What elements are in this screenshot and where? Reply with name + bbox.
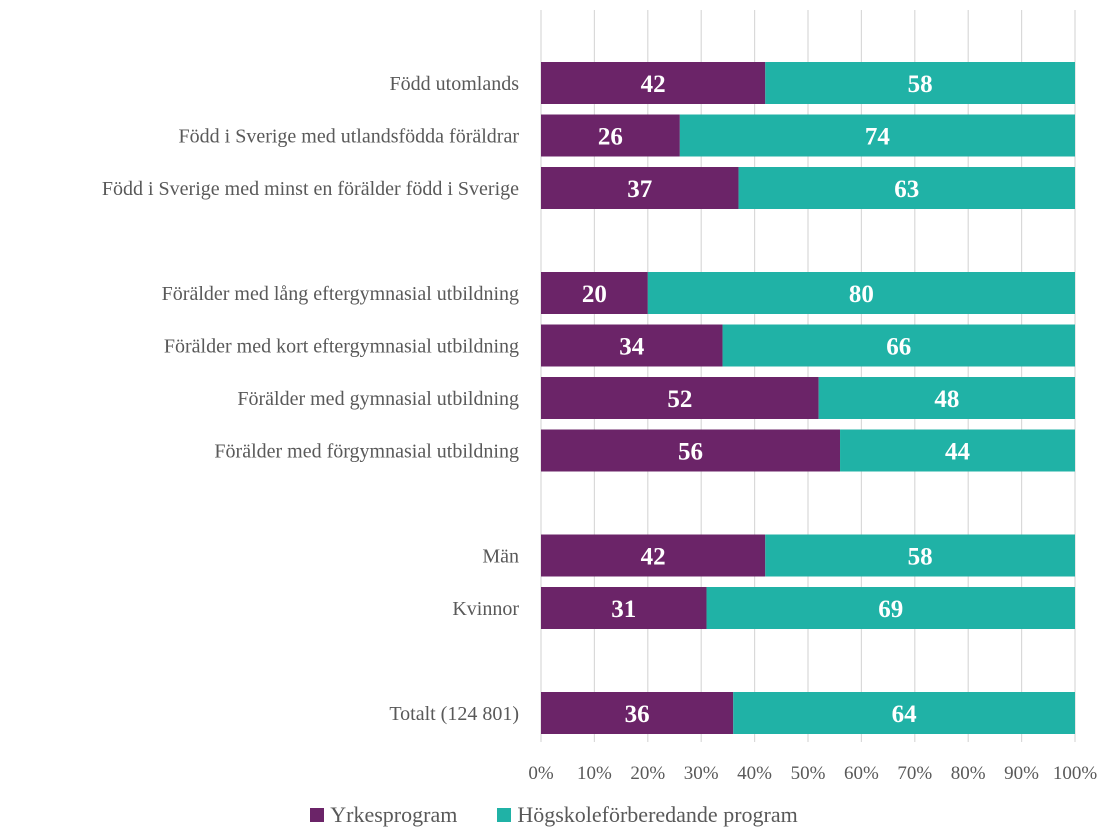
data-label: 56 [678,439,703,466]
legend-swatch-hogskoleforberedande [497,808,512,822]
category-label: Född i Sverige med minst en förälder föd… [102,178,519,200]
bar-yrkesprogram [541,114,680,157]
data-label: 66 [886,334,911,361]
data-label: 58 [908,544,933,571]
x-tick-label: 10% [577,763,612,784]
data-label: 58 [908,71,933,98]
data-label: 31 [611,596,636,623]
x-tick-label: 90% [1004,763,1039,784]
category-label: Kvinnor [452,598,519,620]
data-label: 48 [934,386,959,413]
bar-hogskoleforberedande [706,587,1075,629]
bar-yrkesprogram [541,62,766,104]
bar-hogskoleforberedande [840,429,1075,472]
bar-yrkesprogram [541,692,734,734]
bar-yrkesprogram [541,587,707,629]
legend-label-hogskoleforberedande: Högskoleförberedande program [517,802,798,827]
x-tick-label: 20% [630,763,665,784]
stacked-bar-chart: 0% 10% 20% 30% 40% 50% 60% 70% 80% 90% 100% Född ut… [102,10,1098,784]
x-tick-label: 70% [897,763,932,784]
bar-hogskoleforberedande [679,114,1075,157]
data-label: 36 [625,701,650,728]
bar-yrkesprogram [541,429,841,472]
data-label: 37 [627,176,652,203]
category-label: Män [482,546,519,568]
data-label: 52 [667,386,692,413]
data-label: 63 [894,176,919,203]
data-label: 42 [641,71,666,98]
data-label: 44 [945,439,971,466]
data-label: 80 [849,281,874,308]
x-tick-label: 0% [528,763,554,784]
bar-yrkesprogram [541,324,723,367]
x-tick-label: 40% [737,763,772,784]
category-label: Född i Sverige med utlandsfödda föräldra… [179,126,520,148]
legend-label-yrkesprogram: Yrkesprogram [330,802,458,827]
data-label: 42 [641,544,666,571]
category-label: Förälder med förgymnasial utbildning [214,441,519,463]
data-label: 20 [582,281,607,308]
bar-yrkesprogram [541,167,739,209]
category-label: Förälder med lång eftergymnasial utbildn… [162,283,519,305]
bar-hogskoleforberedande [818,377,1075,419]
legend-item-hogskoleforberedande: Högskoleförberedande program [497,802,798,828]
data-label: 74 [865,124,891,151]
category-label: Förälder med kort eftergymnasial utbildn… [164,336,519,358]
bar-hogskoleforberedande [722,324,1075,367]
legend-swatch-yrkesprogram [310,808,325,822]
x-tick-label: 80% [951,763,986,784]
x-tick-label: 60% [844,763,879,784]
legend-item-yrkesprogram: Yrkesprogram [310,802,457,828]
bar-hogskoleforberedande [765,534,1075,577]
bar-hogskoleforberedande [765,62,1075,104]
data-label: 69 [878,596,903,623]
bar-yrkesprogram [541,377,819,419]
bar-hogskoleforberedande [738,167,1075,209]
bar-yrkesprogram [541,534,766,577]
bar-hogskoleforberedande [733,692,1075,734]
category-label: Född utomlands [390,73,520,95]
category-label: Förälder med gymnasial utbildning [237,388,519,410]
x-tick-label: 50% [791,763,826,784]
bar-hogskoleforberedande [647,272,1075,314]
legend: Yrkesprogram Högskoleförberedande progra… [0,800,1108,830]
category-label: Totalt (124 801) [389,703,519,725]
data-label: 64 [892,701,918,728]
bar-yrkesprogram [541,272,648,314]
x-tick-label: 100% [1053,763,1098,784]
x-tick-label: 30% [684,763,719,784]
data-label: 34 [619,334,645,361]
data-label: 26 [598,124,623,151]
